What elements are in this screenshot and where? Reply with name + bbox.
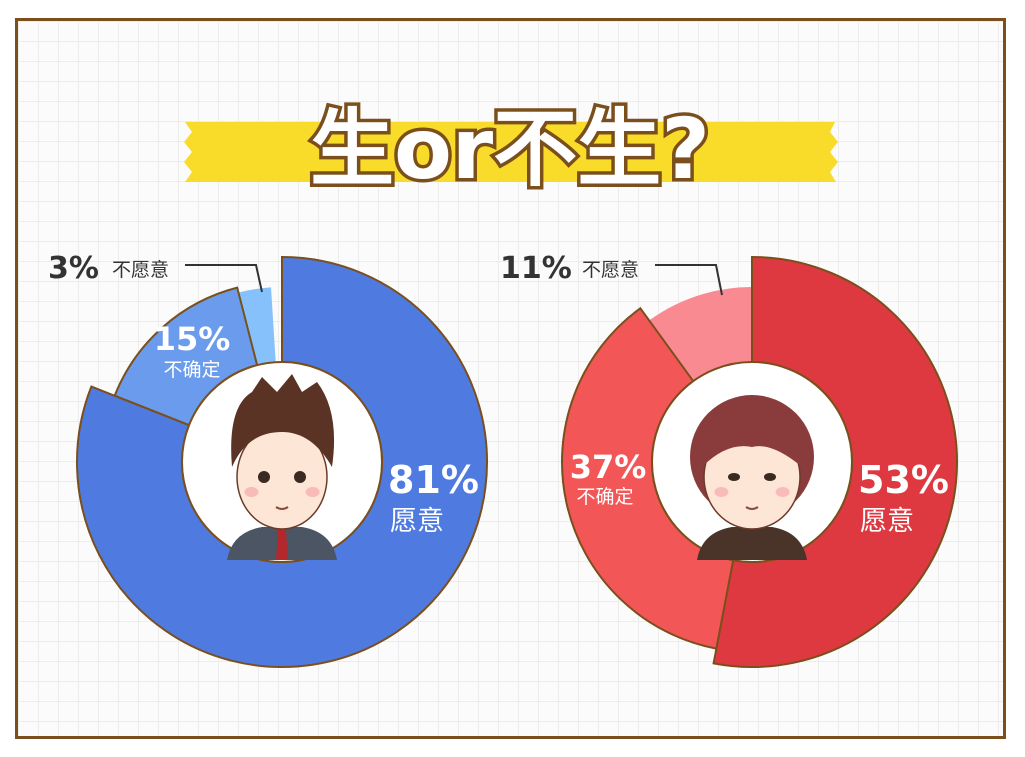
left-label-text-15: 不确定 bbox=[163, 359, 220, 381]
female-avatar bbox=[651, 361, 853, 563]
blush-icon bbox=[775, 487, 790, 497]
male-avatar bbox=[181, 361, 383, 563]
hair-icon bbox=[231, 374, 335, 467]
mouth-icon bbox=[745, 506, 759, 510]
left-leader-line bbox=[185, 264, 263, 293]
right-label-text-11: 不愿意 bbox=[582, 259, 639, 281]
eye-icon bbox=[258, 471, 270, 483]
right-label-text-53: 愿意 bbox=[860, 506, 914, 537]
right-label-value-37: 37% bbox=[570, 448, 647, 486]
left-label-text-3: 不愿意 bbox=[112, 259, 169, 281]
banner-tape bbox=[184, 122, 838, 182]
blush-icon bbox=[714, 487, 729, 497]
blush-icon bbox=[244, 487, 259, 497]
right-label-value-53: 53% bbox=[858, 458, 949, 502]
left-label-text-81: 愿意 bbox=[390, 506, 444, 537]
mouth-icon bbox=[275, 506, 289, 510]
left-label-value-3: 3% bbox=[48, 251, 99, 286]
right-leader-line bbox=[655, 264, 723, 296]
left-label-value-15: 15% bbox=[154, 320, 231, 358]
eye-icon bbox=[294, 471, 306, 483]
right-label-value-11: 11% bbox=[500, 251, 572, 286]
tie-icon bbox=[276, 530, 288, 560]
blush-icon bbox=[305, 487, 320, 497]
donut-1-slice-11 bbox=[649, 287, 763, 382]
right-label-text-37: 不确定 bbox=[576, 486, 633, 508]
eye-icon bbox=[728, 473, 740, 481]
body-icon bbox=[697, 527, 807, 560]
left-label-value-81: 81% bbox=[388, 458, 479, 502]
page-title: 生or不生? bbox=[310, 100, 710, 198]
eye-icon bbox=[764, 473, 776, 481]
bangs-icon bbox=[702, 400, 802, 467]
donut-0-slice-3 bbox=[238, 287, 276, 366]
title-banner: 生or不生? bbox=[184, 97, 838, 202]
